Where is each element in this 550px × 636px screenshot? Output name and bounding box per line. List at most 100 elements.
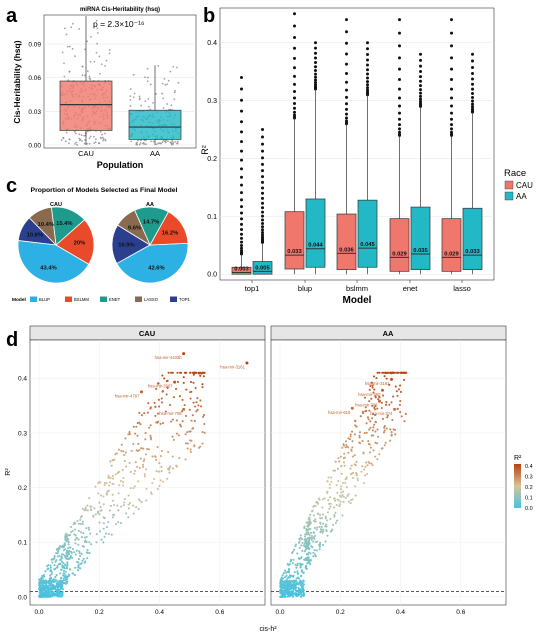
- panel-c-legend-label: BLUP: [39, 297, 50, 302]
- panel-a-jitter-point: [174, 141, 177, 143]
- panel-d-point: [330, 480, 333, 483]
- panel-b-outlier: [398, 96, 401, 100]
- panel-a-jitter-point: [167, 79, 170, 82]
- panel-d-point: [169, 465, 172, 468]
- panel-a-jitter-point: [86, 142, 88, 145]
- panel-d-point: [323, 497, 326, 500]
- panel-d-point: [347, 451, 350, 454]
- panel-d-point: [83, 540, 86, 543]
- panel-d-point: [318, 548, 321, 551]
- panel-d-point: [105, 526, 109, 529]
- panel-d-point: [399, 390, 403, 394]
- panel-b-median-label: 0.036: [339, 247, 354, 253]
- panel-b-outlier: [471, 107, 474, 111]
- panel-d-point: [403, 420, 406, 423]
- panel-d-point: [82, 557, 85, 560]
- panel-d-point: [302, 589, 305, 592]
- panel-b-outlier: [419, 97, 422, 101]
- panel-b-outlier: [366, 88, 369, 92]
- panel-d-point: [65, 566, 68, 570]
- panel-a-jitter-point: [75, 141, 78, 144]
- panel-b-outlier: [345, 102, 348, 106]
- panel-d-point: [295, 566, 298, 569]
- panel-d-point: [191, 427, 194, 430]
- panel-d-point: [372, 412, 375, 416]
- panel-d-point: [55, 589, 58, 592]
- panel-d-point: [121, 481, 125, 484]
- panel-d-point: [179, 425, 183, 428]
- panel-d-point: [99, 506, 102, 509]
- panel-c-legend: Model BLUP BSLMM ENET LASSO TOP1: [12, 296, 191, 303]
- panel-d-point: [291, 550, 295, 553]
- panel-d-point: [355, 460, 358, 464]
- panel-d-point: [160, 465, 163, 469]
- panel-d-point: [390, 431, 393, 434]
- panel-d-point: [167, 371, 170, 374]
- panel-b-outlier: [240, 183, 243, 187]
- panel-a-jitter-point: [96, 32, 99, 34]
- panel-a-jitter-point: [176, 142, 179, 145]
- panel-a-jitter-point: [136, 143, 139, 146]
- panel-d-point: [42, 591, 45, 594]
- panel-d-point: [73, 551, 76, 554]
- panel-d-point: [290, 590, 293, 593]
- panel-b-outlier: [366, 86, 369, 90]
- panel-d-point: [318, 517, 322, 520]
- panel-d-point: [351, 498, 354, 501]
- panel-d-point: [163, 377, 166, 380]
- panel-a-jitter-point: [150, 140, 152, 143]
- panel-d-point: [82, 532, 85, 535]
- panel-c-legend-label: TOP1: [179, 297, 191, 302]
- panel-a-jitter-point: [169, 141, 172, 144]
- panel-d-point: [154, 405, 157, 408]
- panel-d-point: [333, 499, 337, 502]
- panel-d-point: [62, 574, 65, 577]
- panel-d-point: [292, 558, 295, 561]
- panel-d-point: [186, 431, 189, 434]
- panel-d-point: [114, 523, 118, 526]
- panel-d-point: [332, 469, 335, 472]
- panel-d-point: [90, 509, 93, 512]
- panel-d-point: [71, 547, 75, 551]
- panel-d-point: [111, 493, 114, 496]
- panel-d-point: [320, 517, 323, 520]
- panel-b-outlier: [240, 140, 243, 144]
- panel-d-point: [155, 387, 158, 390]
- panel-d-point: [127, 494, 130, 497]
- panel-d-point: [283, 576, 287, 579]
- panel-d-point: [62, 553, 65, 556]
- panel-d-point: [161, 401, 164, 404]
- panel-d-point: [68, 533, 72, 537]
- panel-d-point: [142, 465, 145, 469]
- panel-d-point: [133, 469, 137, 472]
- panel-d-point: [143, 458, 146, 461]
- panel-d-point: [391, 418, 394, 421]
- panel-d-point: [111, 516, 115, 519]
- panel-a-jitter-point: [93, 60, 96, 63]
- panel-d-xtick-label: 0.0: [35, 609, 44, 616]
- panel-a-jitter-point: [140, 104, 143, 107]
- panel-b-outlier: [450, 130, 453, 134]
- panel-d-point: [329, 502, 332, 505]
- panel-d-point: [135, 506, 138, 509]
- panel-d-point: [64, 574, 67, 577]
- panel-d-point: [186, 442, 189, 445]
- panel-d-point: [286, 585, 289, 588]
- panel-d-point: [363, 431, 366, 435]
- panel-a-jitter-point: [88, 137, 91, 140]
- panel-d-point: [123, 498, 126, 501]
- panel-d-point: [116, 504, 119, 507]
- panel-d-point: [287, 594, 290, 597]
- panel-d-point: [280, 588, 283, 591]
- panel-d-labels: hsa-mir-4433b hsa-mir-3161 hsa-mir-3907 hsa…: [115, 355, 393, 416]
- panel-d-point: [368, 400, 371, 403]
- panel-d-point: [284, 590, 287, 593]
- panel-a-jitter-point: [102, 139, 104, 142]
- panel-d-point: [49, 581, 52, 584]
- panel-d-point: [302, 591, 305, 594]
- panel-d-point: [171, 467, 175, 470]
- panel-d-point: [86, 549, 89, 552]
- panel-a-jitter-point: [140, 139, 142, 142]
- panel-d-point: [286, 562, 289, 566]
- panel-d-point: [77, 529, 80, 532]
